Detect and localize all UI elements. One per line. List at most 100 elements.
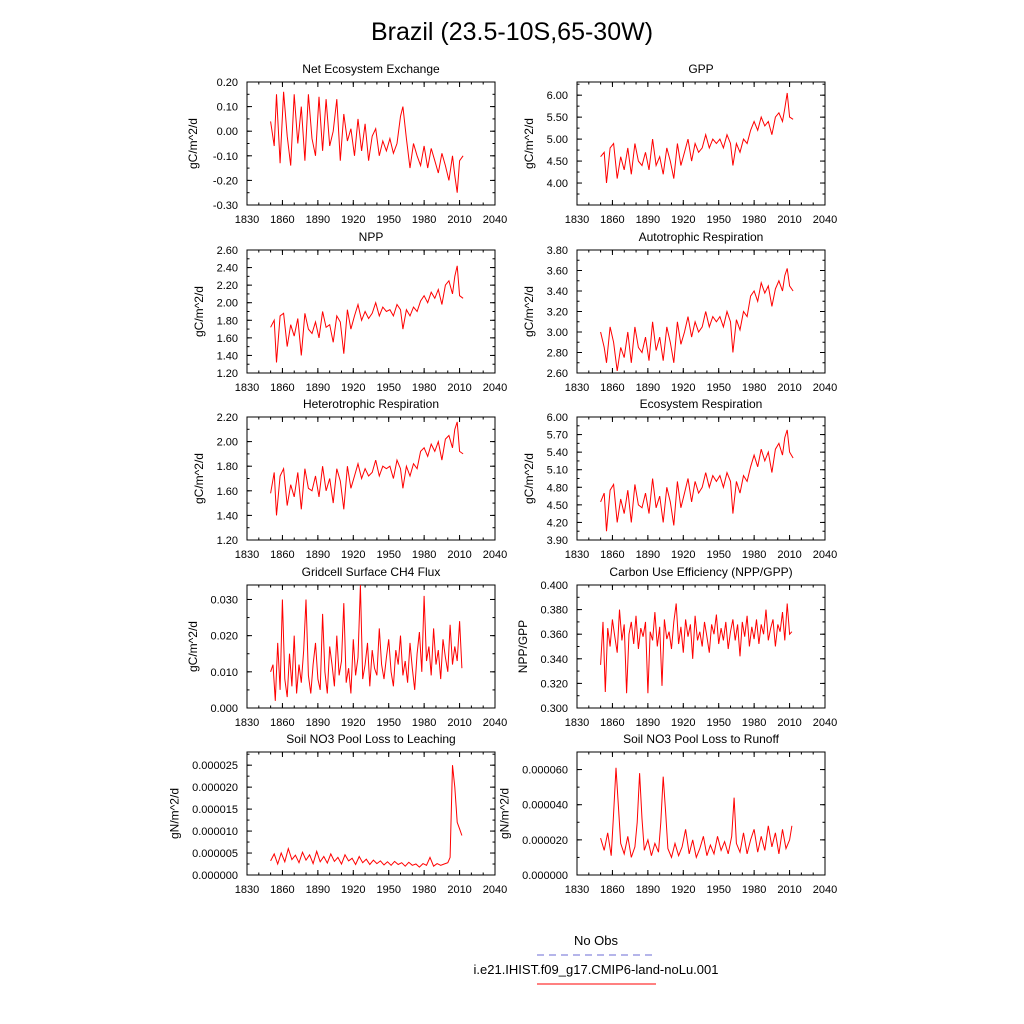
panel-5: Heterotrophic Respiration 1830 1860 1890 192… [192, 397, 507, 561]
y-tick-label: 0.20 [217, 77, 238, 89]
x-tick-label: 2040 [813, 549, 837, 561]
x-tick-label: 1950 [376, 549, 400, 561]
panel-3: NPP 1830 1860 1890 1920 1950 1980 2010 2040 1.20 1… [192, 230, 507, 394]
x-tick-label: 1860 [270, 717, 294, 729]
x-tick-label: 2040 [483, 717, 507, 729]
y-tick-label: 0.320 [540, 678, 568, 690]
y-tick-label: 0.360 [540, 629, 568, 641]
series-line [600, 268, 794, 371]
y-tick-label: 0.000005 [192, 848, 238, 860]
y-tick-label: 2.40 [217, 263, 238, 275]
x-tick-label: 1890 [306, 382, 330, 394]
y-tick-label: 2.00 [217, 298, 238, 310]
x-tick-label: 1980 [412, 884, 436, 896]
x-tick-label: 1890 [636, 214, 660, 226]
y-tick-label: 0.000010 [192, 826, 238, 838]
x-tick-label: 1890 [636, 717, 660, 729]
x-tick-label: 1860 [600, 717, 624, 729]
panel-9: Soil NO3 Pool Loss to Leaching 1830 1860 18… [167, 732, 507, 896]
x-tick-label: 2010 [777, 214, 801, 226]
y-tick-label: 1.80 [217, 461, 238, 473]
x-tick-label: 2010 [447, 382, 471, 394]
y-axis-label: NPP/GPP [516, 620, 530, 673]
x-tick-label: 1860 [600, 382, 624, 394]
panel-title: Carbon Use Efficiency (NPP/GPP) [609, 565, 792, 579]
x-tick-label: 1950 [706, 884, 730, 896]
x-tick-label: 1920 [671, 549, 695, 561]
y-tick-label: 1.60 [217, 333, 238, 345]
series-line [270, 765, 463, 868]
x-tick-label: 1890 [636, 884, 660, 896]
panel-title: Ecosystem Respiration [640, 397, 763, 411]
y-tick-label: 3.40 [547, 286, 568, 298]
x-tick-label: 2040 [813, 717, 837, 729]
y-tick-label: -0.20 [213, 175, 238, 187]
x-tick-label: 1890 [306, 884, 330, 896]
y-tick-label: 2.20 [217, 412, 238, 424]
x-tick-label: 2040 [483, 884, 507, 896]
y-tick-label: 0.000015 [192, 804, 238, 816]
x-tick-label: 1920 [341, 214, 365, 226]
x-tick-label: 2010 [777, 382, 801, 394]
x-tick-label: 1830 [235, 382, 259, 394]
plot-frame [576, 249, 826, 374]
y-tick-label: 5.70 [547, 430, 568, 442]
x-tick-label: 1860 [600, 549, 624, 561]
x-tick-label: 1830 [235, 717, 259, 729]
y-tick-label: 0.000000 [522, 870, 568, 882]
x-tick-label: 1980 [742, 717, 766, 729]
y-tick-label: 1.60 [217, 486, 238, 498]
x-tick-label: 1980 [412, 382, 436, 394]
x-tick-label: 2040 [813, 214, 837, 226]
x-tick-label: 1920 [341, 717, 365, 729]
x-tick-label: 1920 [671, 382, 695, 394]
plot-frame [576, 751, 826, 876]
y-tick-label: 5.00 [547, 134, 568, 146]
x-tick-label: 1860 [270, 214, 294, 226]
x-tick-label: 1830 [235, 884, 259, 896]
panel-6: Ecosystem Respiration 1830 1860 1890 1920 195… [522, 397, 837, 561]
x-tick-label: 1890 [306, 549, 330, 561]
y-tick-label: 4.80 [547, 482, 568, 494]
panel-2: GPP 1830 1860 1890 1920 1950 1980 2010 2040 4.00 4… [522, 62, 837, 226]
x-tick-label: 2010 [447, 717, 471, 729]
y-tick-label: 2.60 [547, 368, 568, 380]
x-tick-label: 2010 [777, 884, 801, 896]
x-tick-label: 1890 [636, 382, 660, 394]
x-tick-label: 1980 [742, 214, 766, 226]
y-axis-label: gC/m^2/d [522, 453, 536, 504]
y-axis-label: gC/m^2/d [192, 286, 206, 337]
series-line [600, 92, 794, 184]
x-tick-label: 2010 [447, 884, 471, 896]
x-tick-label: 1980 [742, 884, 766, 896]
series-line [600, 603, 793, 694]
y-tick-label: 0.000025 [192, 760, 238, 772]
x-tick-label: 1980 [742, 382, 766, 394]
x-tick-label: 2010 [777, 549, 801, 561]
legend-label-model-run: i.e21.IHIST.f09_g17.CMIP6-land-noLu.001 [474, 962, 719, 977]
panel-8: Carbon Use Efficiency (NPP/GPP) 1830 1860 1… [516, 565, 837, 729]
y-tick-label: 0.380 [540, 605, 568, 617]
y-axis-label: gN/m^2/d [497, 788, 511, 839]
y-tick-label: 2.80 [547, 348, 568, 360]
y-tick-label: 3.90 [547, 535, 568, 547]
panel-grid: Net Ecosystem Exchange 1830 1860 1890 1920 19… [167, 62, 837, 896]
y-tick-label: 3.00 [547, 327, 568, 339]
y-tick-label: 0.000040 [522, 800, 568, 812]
y-tick-label: 4.00 [547, 178, 568, 190]
x-tick-label: 1950 [706, 214, 730, 226]
panel-title: NPP [359, 230, 384, 244]
y-tick-label: 0.000000 [192, 870, 238, 882]
panel-title: GPP [688, 62, 713, 76]
x-tick-label: 1830 [235, 549, 259, 561]
y-tick-label: 0.000020 [192, 782, 238, 794]
panel-title: Soil NO3 Pool Loss to Leaching [286, 732, 455, 746]
y-tick-label: 0.000 [210, 703, 238, 715]
series-line [270, 584, 463, 701]
x-tick-label: 1950 [376, 382, 400, 394]
y-tick-label: 4.20 [547, 517, 568, 529]
x-tick-label: 1830 [565, 382, 589, 394]
y-tick-label: 0.10 [217, 102, 238, 114]
x-tick-label: 1860 [600, 884, 624, 896]
y-tick-label: 4.50 [547, 156, 568, 168]
